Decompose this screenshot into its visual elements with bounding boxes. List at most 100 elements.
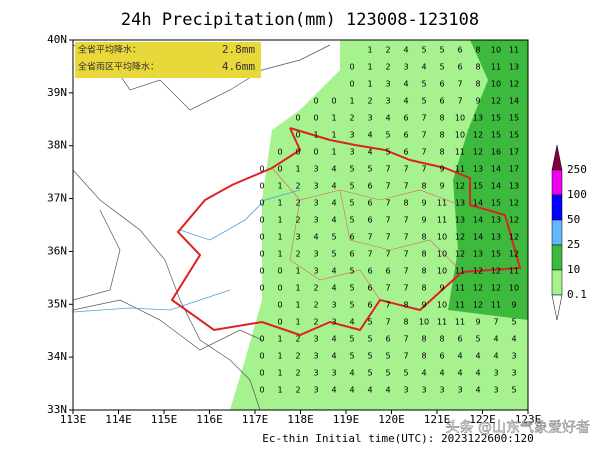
grid-value: 8 <box>421 267 426 276</box>
grid-value: 5 <box>421 46 426 55</box>
grid-value: 8 <box>439 335 444 344</box>
grid-value: 3 <box>313 335 318 344</box>
x-tick-label: 122E <box>469 413 496 426</box>
grid-value: 5 <box>511 318 516 327</box>
grid-value: 13 <box>473 250 483 259</box>
grid-value: 11 <box>491 301 501 310</box>
colorbar: 250 100 50 25 10 0.1 <box>551 144 587 321</box>
grid-value: 0 <box>259 216 264 225</box>
grid-value: 5 <box>385 131 390 140</box>
grid-value: 1 <box>367 80 372 89</box>
grid-value: 9 <box>439 284 444 293</box>
grid-value: 15 <box>473 182 483 191</box>
grid-value: 7 <box>403 250 408 259</box>
y-tick-label: 37N <box>47 192 67 205</box>
grid-value: 16 <box>491 148 501 157</box>
info-value: 2.8mm <box>222 43 255 56</box>
grid-value: 1 <box>331 114 336 123</box>
grid-value: 7 <box>403 233 408 242</box>
grid-value: 1 <box>367 46 372 55</box>
grid-value: 9 <box>421 199 426 208</box>
grid-value: 5 <box>367 318 372 327</box>
grid-value: 15 <box>509 131 519 140</box>
grid-value: 3 <box>295 233 300 242</box>
grid-value: 14 <box>473 216 483 225</box>
grid-value: 6 <box>367 199 372 208</box>
city-borders <box>271 167 463 301</box>
grid-value: 10 <box>509 284 519 293</box>
grid-value: 4 <box>331 267 336 276</box>
grid-value: 14 <box>473 199 483 208</box>
grid-value: 8 <box>403 199 408 208</box>
grid-value: 3 <box>385 97 390 106</box>
grid-value: 5 <box>367 352 372 361</box>
colorbar-label: 50 <box>567 213 580 226</box>
grid-value: 5 <box>511 386 516 395</box>
grid-value: 1 <box>295 301 300 310</box>
grid-value: 0 <box>295 148 300 157</box>
grid-value: 9 <box>421 301 426 310</box>
grid-value: 2 <box>367 97 372 106</box>
grid-value: 3 <box>331 301 336 310</box>
grid-value: 3 <box>313 165 318 174</box>
grid-value: 12 <box>473 301 483 310</box>
grid-value: 4 <box>331 182 336 191</box>
grid-value: 11 <box>437 318 447 327</box>
grid-value: 0 <box>277 165 282 174</box>
grid-value: 3 <box>313 216 318 225</box>
x-tick-label: 121E <box>424 413 451 426</box>
grid-value: 13 <box>491 216 501 225</box>
colorbar-label: 10 <box>567 263 580 276</box>
grid-value: 7 <box>493 318 498 327</box>
grid-value: 6 <box>385 267 390 276</box>
colorbar-label: 25 <box>567 238 580 251</box>
grid-value: 1 <box>277 216 282 225</box>
grid-value: 9 <box>421 216 426 225</box>
grid-value: 3 <box>403 386 408 395</box>
grid-value: 2 <box>385 46 390 55</box>
grid-value: 9 <box>439 182 444 191</box>
grid-value: 11 <box>509 46 519 55</box>
grid-value: 6 <box>439 80 444 89</box>
grid-value: 3 <box>313 352 318 361</box>
grid-value: 7 <box>403 284 408 293</box>
grid-value: 11 <box>437 216 447 225</box>
grid-value: 2 <box>295 369 300 378</box>
grid-value: 3 <box>421 386 426 395</box>
grid-value: 6 <box>349 250 354 259</box>
grid-value: 4 <box>313 233 318 242</box>
grid-value: 11 <box>455 301 465 310</box>
grid-value: 6 <box>349 233 354 242</box>
grid-value: 2 <box>295 250 300 259</box>
grid-value: 3 <box>313 267 318 276</box>
grid-value: 0 <box>259 335 264 344</box>
grid-value: 9 <box>475 318 480 327</box>
grid-value: 15 <box>491 114 501 123</box>
grid-value: 10 <box>455 131 465 140</box>
title: 24h Precipitation(mm) 123008-123108 <box>121 10 479 30</box>
grid-value: 1 <box>277 233 282 242</box>
grid-value: 12 <box>509 250 519 259</box>
grid-value: 13 <box>473 114 483 123</box>
grid-value: 4 <box>331 199 336 208</box>
grid-value: 13 <box>473 165 483 174</box>
y-tick-label: 39N <box>47 86 67 99</box>
grid-value: 4 <box>493 335 498 344</box>
grid-value: 13 <box>455 199 465 208</box>
colorbar-bottom <box>551 294 563 321</box>
grid-value: 4 <box>331 386 336 395</box>
grid-value: 7 <box>457 97 462 106</box>
grid-value: 3 <box>511 352 516 361</box>
grid-value: 8 <box>421 284 426 293</box>
colorbar-label: 100 <box>567 188 587 201</box>
grid-value: 7 <box>403 335 408 344</box>
grid-value: 8 <box>421 352 426 361</box>
grid-value: 3 <box>385 80 390 89</box>
footer: Ec-thin Initial time(UTC): 2023122600:12… <box>262 432 534 445</box>
grid-value: 4 <box>331 284 336 293</box>
grid-value: 1 <box>367 63 372 72</box>
grid-value: 5 <box>475 335 480 344</box>
grid-value: 14 <box>473 233 483 242</box>
grid-value: 6 <box>457 335 462 344</box>
colorbar-box <box>551 169 563 196</box>
